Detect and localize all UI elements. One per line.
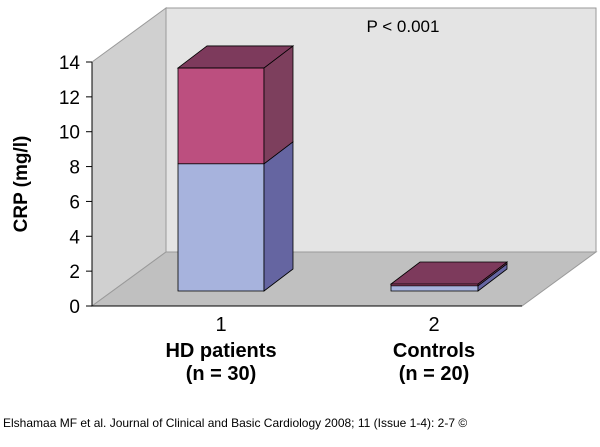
y-tick-label-6: 12 — [59, 88, 80, 109]
y-tick-label-5: 10 — [59, 123, 80, 144]
bar-cat1-series2-front — [177, 67, 265, 165]
y-tick-label-7: 14 — [59, 53, 81, 74]
group-label-hd-patients: HD patients — [165, 340, 276, 362]
bar-cat1-series1-side — [263, 140, 294, 292]
y-tick-label-4: 8 — [69, 158, 80, 179]
y-tick-label-1: 2 — [69, 262, 80, 283]
bar-cat2-series1-front — [390, 285, 479, 292]
group-label-controls: Controls — [393, 340, 475, 362]
bar-cat2-series2-top — [389, 261, 509, 285]
bar-cat1-series2-top — [176, 45, 295, 69]
category-label-2: 2 — [428, 314, 439, 336]
y-tick-label-3: 6 — [69, 192, 80, 213]
citation-text: Elshamaa MF et al. Journal of Clinical a… — [3, 416, 468, 430]
bar-cat1-series1-front — [177, 163, 265, 292]
bar-series-group — [176, 45, 509, 292]
category-label-1: 1 — [215, 314, 226, 336]
chart-floor — [90, 251, 598, 307]
y-axis-label: CRP (mg/l) — [11, 136, 32, 233]
group-label-controls-count: (n = 20) — [399, 363, 470, 385]
y-axis-ticks: 0 2 4 6 8 10 12 14 — [59, 53, 92, 318]
y-tick-label-0: 0 — [69, 297, 80, 318]
group-label-hd-count: (n = 30) — [186, 363, 257, 385]
p-value-annotation: P < 0.001 — [367, 17, 440, 36]
y-tick-label-2: 4 — [69, 227, 80, 248]
